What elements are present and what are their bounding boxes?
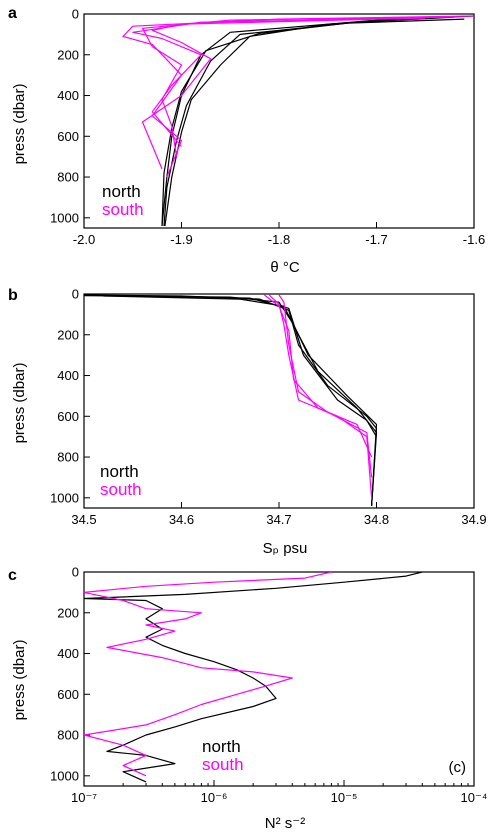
y-tick-label: 800 <box>57 450 79 465</box>
panel-c-plot: 10⁻⁷ 10⁻⁶ 10⁻⁵ 10⁻⁴ 0 200 400 600 800 1000 <box>50 565 487 806</box>
panel-b-plot: 34.5 34.6 34.7 34.8 34.9 0 200 400 600 800 1000 <box>50 287 487 528</box>
panel-c: c 10⁻⁷ 10⁻⁶ 10⁻⁵ 10⁻⁴ 0 200 400 600 800 1000 N² s… <box>8 565 487 833</box>
panel-c-legend-north: north <box>202 737 241 756</box>
panel-a-legend-north: north <box>102 182 141 201</box>
y-tick-label: 400 <box>57 88 79 103</box>
x-tick-label: 10⁻⁵ <box>331 790 358 805</box>
y-tick-label: 800 <box>57 728 79 743</box>
series-line-north <box>103 295 378 507</box>
panel-a-label: a <box>8 5 17 22</box>
y-tick-label: 200 <box>57 327 79 342</box>
y-tick-label: 0 <box>72 7 79 22</box>
x-tick-label: 34.9 <box>461 512 486 527</box>
y-tick-label: 600 <box>57 409 79 424</box>
x-tick-label: 10⁻⁷ <box>71 790 97 805</box>
series-line-north <box>163 16 455 227</box>
series-line-south <box>278 294 373 478</box>
panel-c-legend-south: south <box>202 755 244 774</box>
series-line-south <box>268 294 373 498</box>
x-tick-label: 34.7 <box>266 512 291 527</box>
series-line-south <box>84 572 332 777</box>
y-tick-label: 600 <box>57 687 79 702</box>
panel-b-legend-south: south <box>100 480 142 499</box>
plot-frame <box>83 571 475 787</box>
panel-c-label: c <box>8 567 17 584</box>
series-line-north <box>161 15 474 227</box>
panel-b: b 34.5 34.6 34.7 34.8 34.902004006008001000 … <box>8 287 487 558</box>
panel-a-plot: -2.0 -1.9 -1.8 -1.7 -1.6 0 200 400 600 800 1000 <box>50 7 485 248</box>
x-tick-label: 10⁻⁶ <box>201 790 228 805</box>
plot-frame <box>83 13 475 229</box>
y-tick-label: 1000 <box>50 210 79 225</box>
panel-c-ylabel: press (dbar) <box>11 640 28 721</box>
y-tick-label: 800 <box>57 170 79 185</box>
y-tick-label: 1000 <box>50 490 79 505</box>
panel-a-legend-south: south <box>102 200 144 219</box>
panel-b-xlabel: Sₚ psu <box>263 540 308 557</box>
series-line-north <box>164 17 426 227</box>
y-tick-label: 0 <box>72 287 79 302</box>
y-tick-label: 400 <box>57 368 79 383</box>
panel-a-xlabel: θ °C <box>270 259 300 276</box>
x-tick-label: 34.6 <box>169 512 194 527</box>
x-tick-label: 34.8 <box>364 512 389 527</box>
panel-b-legend-north: north <box>100 462 139 481</box>
y-tick-label: 600 <box>57 129 79 144</box>
series-line-south <box>141 18 377 170</box>
panel-c-annotation: (c) <box>449 759 467 776</box>
y-tick-label: 0 <box>72 565 79 580</box>
panel-c-xlabel: N² s⁻² <box>265 815 305 832</box>
x-tick-label: 34.5 <box>71 512 96 527</box>
x-tick-label: -2.0 <box>73 232 95 247</box>
panel-a-ylabel: press (dbar) <box>11 84 28 165</box>
series-line-south <box>141 16 455 157</box>
plot-frame <box>83 293 475 509</box>
y-tick-label: 200 <box>57 47 79 62</box>
series-line-south <box>264 294 373 458</box>
x-tick-label: -1.9 <box>170 232 192 247</box>
series-line-north <box>84 572 423 783</box>
series-line-north <box>84 294 378 438</box>
y-tick-label: 400 <box>57 646 79 661</box>
panel-b-ylabel: press (dbar) <box>11 363 28 444</box>
panel-a: a -2.0 -1.9 -1.8 -1.7 -1.602004006008001000 … <box>8 5 485 276</box>
x-tick-label: -1.6 <box>463 232 485 247</box>
series-line-north <box>161 18 465 227</box>
x-tick-label: -1.8 <box>268 232 290 247</box>
x-tick-label: -1.7 <box>365 232 387 247</box>
y-tick-label: 1000 <box>50 768 79 783</box>
x-tick-label: 10⁻⁴ <box>461 790 488 805</box>
y-tick-label: 200 <box>57 605 79 620</box>
panel-b-label: b <box>8 287 18 304</box>
